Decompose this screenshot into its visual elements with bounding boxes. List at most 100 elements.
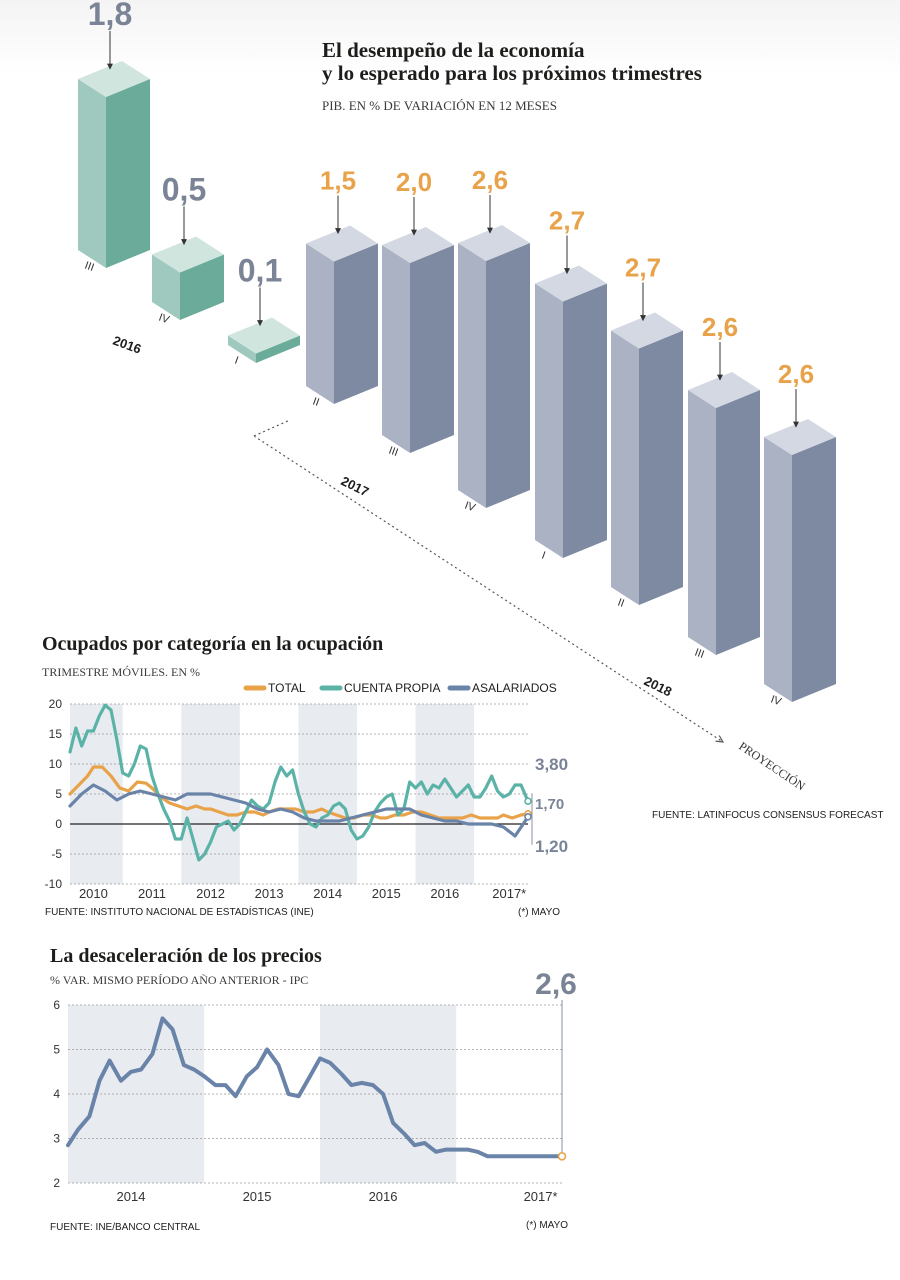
prices-chart: 6 5 4 3 2 2014 2015 2016 2017* 2,6 — [53, 968, 577, 1204]
gdp-quarter-label-3: II — [311, 396, 321, 409]
employment-end-label-0: 3,80 — [535, 755, 568, 774]
gdp-bar-top-1 — [152, 236, 224, 273]
employment-x-tick-7: 2017* — [492, 886, 526, 901]
employment-series-0 — [68, 765, 530, 820]
employment-end-point-2 — [524, 812, 532, 821]
gdp-quarter-label-0: III — [83, 260, 96, 274]
employment-series-1 — [68, 703, 530, 862]
gdp-bar-9: 2,6 IV — [764, 359, 836, 709]
prices-y-tick-0: 6 — [53, 998, 60, 1012]
gdp-bar-front-6 — [535, 283, 563, 558]
legend-label-total: TOTAL — [268, 681, 306, 695]
employment-x-tick-2: 2012 — [196, 886, 225, 901]
year-label-2017: 2017 — [339, 473, 372, 499]
employment-y-tick-4: 0 — [55, 817, 62, 831]
prices-x-tick-3: 2017* — [524, 1189, 558, 1204]
employment-y-tick-1: 15 — [49, 727, 63, 741]
gdp-bar-5: 2,6 IV — [458, 165, 530, 515]
gdp-quarter-label-1: IV — [157, 312, 171, 327]
gdp-bar-side-3 — [334, 243, 378, 404]
prices-x-tick-2: 2016 — [369, 1189, 398, 1204]
gdp-quarter-label-7: II — [616, 597, 626, 610]
gdp-bar-front-2 — [228, 335, 256, 363]
prices-end-point-0 — [557, 1152, 567, 1161]
employment-y-tick-2: 10 — [49, 757, 63, 771]
prices-subtitle: % VAR. MISMO PERÍODO AÑO ANTERIOR - IPC — [50, 973, 308, 987]
gdp-value-label-6: 2,7 — [549, 206, 585, 236]
gdp-bar-front-4 — [382, 245, 410, 453]
gdp-bar-top-8 — [688, 372, 760, 408]
employment-x-tick-5: 2015 — [372, 886, 401, 901]
legend-label-cuenta-propia: CUENTA PROPIA — [344, 681, 440, 695]
gdp-bar-0: 1,8 III — [78, 0, 150, 274]
gdp-bar-top-2 — [228, 317, 300, 354]
employment-series-2 — [68, 783, 530, 838]
employment-x-tick-4: 2014 — [313, 886, 342, 901]
gdp-bar-side-9 — [792, 437, 836, 702]
gdp-quarter-label-6: I — [540, 550, 547, 562]
gdp-value-label-4: 2,0 — [396, 167, 432, 197]
gdp-bars: 1,8 III 0,5 IV 0,1 I 1,5 II 2,0 III 2,6 IV 2,7 I 2,7 II… — [78, 0, 836, 709]
gdp-value-label-5: 2,6 — [472, 165, 508, 195]
prices-note: (*) MAYO — [526, 1220, 568, 1231]
gdp-bar-side-2 — [256, 335, 300, 363]
employment-end-label-2: 1,20 — [535, 837, 568, 856]
gdp-quarter-label-5: IV — [463, 500, 477, 515]
gdp-bar-top-9 — [764, 419, 836, 455]
gdp-bar-1: 0,5 IV — [152, 172, 224, 327]
projection-label: PROYECCIÓN — [736, 739, 808, 794]
gdp-bar-front-3 — [306, 243, 334, 404]
gdp-bar-side-7 — [639, 330, 683, 605]
employment-subtitle: TRIMESTRE MÓVILES. EN % — [42, 665, 200, 679]
gdp-quarter-label-9: IV — [769, 694, 783, 709]
prices-end-label: 2,6 — [535, 968, 577, 1001]
header-band — [0, 0, 900, 75]
gdp-bar-side-8 — [716, 390, 760, 655]
gdp-bar-front-0 — [78, 79, 106, 268]
gdp-value-label-9: 2,6 — [778, 359, 814, 389]
employment-x-tick-3: 2013 — [255, 886, 284, 901]
employment-title: Ocupados por categoría en la ocupación — [42, 633, 383, 655]
employment-y-tick-0: 20 — [49, 697, 63, 711]
gdp-quarter-label-8: III — [693, 647, 706, 661]
gdp-bar-4: 2,0 III — [382, 167, 454, 459]
prices-x-tick-0: 2014 — [117, 1189, 146, 1204]
projection-axis — [253, 419, 723, 742]
gdp-bar-front-1 — [152, 254, 180, 320]
employment-note: (*) MAYO — [518, 907, 560, 918]
gdp-bar-top-4 — [382, 227, 454, 263]
employment-y-tick-6: -10 — [45, 877, 63, 891]
gdp-bar-8: 2,6 III — [688, 312, 760, 661]
gdp-bar-side-1 — [180, 254, 224, 320]
employment-end-point-1 — [524, 797, 532, 806]
employment-x-tick-1: 2011 — [138, 886, 166, 901]
prices-y-tick-4: 2 — [53, 1176, 60, 1190]
gdp-title-line2: y lo esperado para los próximos trimestr… — [322, 61, 702, 85]
gdp-bar-side-6 — [563, 283, 607, 558]
employment-year-band-3 — [415, 704, 475, 884]
gdp-bar-3: 1,5 II — [306, 166, 378, 409]
gdp-bar-7: 2,7 II — [611, 253, 683, 610]
prices-title: La desaceleración de los precios — [50, 945, 322, 967]
employment-y-tick-5: -5 — [51, 847, 62, 861]
gdp-bar-6: 2,7 I — [535, 206, 607, 562]
gdp-value-label-1: 0,5 — [162, 172, 206, 208]
prices-y-tick-1: 5 — [53, 1043, 60, 1057]
gdp-bar-top-3 — [306, 225, 378, 262]
gdp-value-label-7: 2,7 — [625, 253, 661, 283]
gdp-bar-2: 0,1 I — [228, 253, 300, 367]
prices-x-tick-1: 2015 — [243, 1189, 272, 1204]
gdp-bar-front-5 — [458, 243, 486, 508]
employment-y-tick-3: 5 — [55, 787, 62, 801]
prices-y-tick-3: 3 — [53, 1132, 60, 1146]
prices-series-0 — [66, 1016, 564, 1159]
gdp-bar-front-9 — [764, 437, 792, 702]
gdp-bar-top-5 — [458, 225, 530, 261]
employment-end-label-1: 1,70 — [535, 796, 564, 813]
employment-source: FUENTE: INSTITUTO NACIONAL DE ESTADÍSTIC… — [45, 905, 314, 918]
year-label-2016: 2016 — [111, 333, 143, 357]
prices-source: FUENTE: INE/BANCO CENTRAL — [50, 1222, 200, 1233]
gdp-bar-side-4 — [410, 245, 454, 453]
employment-x-tick-0: 2010 — [79, 886, 108, 901]
